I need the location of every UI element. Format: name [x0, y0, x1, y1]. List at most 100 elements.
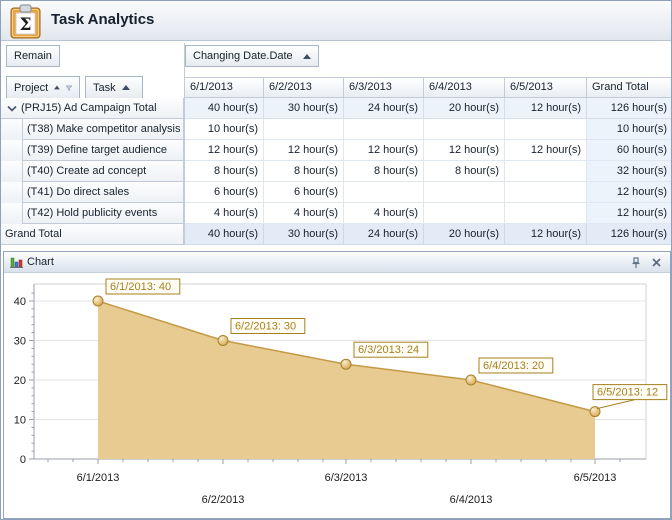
pivot-value-cell[interactable]: 8 hour(s) [344, 161, 424, 182]
pivot-row-header[interactable]: (PRJ15) Ad Campaign Total [1, 98, 184, 119]
pivot-value-cell[interactable]: 6 hour(s) [185, 182, 264, 203]
axis-tick-label: 6/5/2013 [574, 472, 617, 484]
point-label-box [105, 278, 181, 295]
pivot-row-header[interactable]: (T39) Define target audience [23, 140, 184, 161]
axis-tick-label: 30 [14, 336, 26, 348]
pivot-value-cell[interactable]: 4 hour(s) [264, 203, 344, 224]
point-label-box [230, 318, 306, 334]
column-header[interactable]: 6/2/2013 [263, 77, 344, 98]
pivot-value-cell[interactable]: 12 hour(s) [587, 182, 671, 203]
axis-tick-label: 20 [14, 375, 26, 387]
column-header[interactable]: Grand Total [586, 77, 671, 98]
sort-ascending-icon [121, 85, 130, 90]
axis-tick-label: 0 [20, 454, 26, 466]
column-header[interactable]: 6/1/2013 [184, 77, 264, 98]
pivot-value-cell[interactable] [264, 119, 344, 140]
pivot-value-cell[interactable]: 8 hour(s) [264, 161, 344, 182]
pivot-value-cell[interactable] [505, 182, 587, 203]
point-label: 6/4/2013: 20 [483, 360, 544, 372]
column-header[interactable]: 6/4/2013 [423, 77, 505, 98]
pivot-value-cell[interactable]: 4 hour(s) [344, 203, 424, 224]
label-callout-line [596, 399, 636, 410]
pivot-value-cell[interactable]: 6 hour(s) [264, 182, 344, 203]
pivot-value-cell[interactable] [424, 119, 505, 140]
axis-tick-label: 6/2/2013 [202, 494, 245, 506]
pivot-value-cell[interactable]: 12 hour(s) [505, 224, 587, 245]
pivot-row-header[interactable]: (T38) Make competitor analysis [23, 119, 184, 140]
pivot-value-cell[interactable]: 8 hour(s) [424, 161, 505, 182]
data-point-marker [217, 335, 229, 346]
pivot-value-cell[interactable]: 4 hour(s) [185, 203, 264, 224]
pivot-value-cell[interactable]: 24 hour(s) [344, 98, 424, 119]
pivot-row-header[interactable]: (T42) Hold publicity events [23, 203, 184, 224]
pivot-value-cell[interactable]: 10 hour(s) [587, 119, 671, 140]
header-bar: Σ Task Analytics [1, 1, 671, 41]
pivot-value-cell[interactable]: 12 hour(s) [344, 140, 424, 161]
chart-panel-titlebar: Chart [4, 252, 670, 273]
pivot-value-cell[interactable]: 12 hour(s) [587, 203, 671, 224]
data-point-marker [589, 406, 601, 418]
data-field-label: Remain [14, 50, 52, 62]
svg-text:Σ: Σ [19, 15, 31, 35]
pin-icon[interactable] [628, 255, 644, 270]
pivot-value-cell[interactable] [505, 161, 587, 182]
column-field-label: Changing Date.Date [193, 50, 293, 62]
close-icon[interactable] [648, 255, 664, 270]
pivot-value-cell[interactable]: 12 hour(s) [505, 140, 587, 161]
collapse-chevron-icon[interactable] [6, 104, 18, 114]
column-header[interactable]: 6/3/2013 [343, 77, 424, 98]
pivot-value-cell[interactable] [424, 182, 505, 203]
point-label-box [353, 341, 429, 358]
chart-panel-title: Chart [27, 256, 54, 268]
pivot-value-cell[interactable] [424, 203, 505, 224]
row-indent [1, 119, 23, 140]
row-indent [1, 182, 23, 203]
pivot-value-cell[interactable] [505, 119, 587, 140]
pivot-value-cell[interactable]: 12 hour(s) [424, 140, 505, 161]
pivot-value-cell[interactable]: 30 hour(s) [264, 98, 344, 119]
pivot-value-cell[interactable] [344, 182, 424, 203]
pivot-value-cell[interactable] [505, 203, 587, 224]
pivot-value-cell[interactable]: 40 hour(s) [185, 224, 264, 245]
column-header[interactable]: 6/5/2013 [504, 77, 587, 98]
pivot-value-cell[interactable]: 12 hour(s) [505, 98, 587, 119]
pivot-row-header[interactable]: (T40) Create ad concept [23, 161, 184, 182]
pivot-value-cell[interactable]: 32 hour(s) [587, 161, 671, 182]
point-label-box [592, 384, 668, 401]
pivot-value-cell[interactable]: 12 hour(s) [185, 140, 264, 161]
point-label: 6/1/2013: 40 [110, 281, 171, 293]
pivot-value-cell[interactable]: 30 hour(s) [264, 224, 344, 245]
sort-ascending-icon [303, 53, 311, 59]
point-label: 6/2/2013: 30 [235, 321, 296, 333]
sort-ascending-icon [54, 85, 61, 90]
data-field-remain[interactable]: Remain [6, 45, 60, 67]
pivot-value-cell[interactable] [344, 119, 424, 140]
pivot-value-cell[interactable]: 20 hour(s) [424, 98, 505, 119]
pivot-value-cell[interactable]: 126 hour(s) [587, 224, 671, 245]
axis-tick-label: 10 [14, 415, 26, 427]
pivot-value-cell[interactable]: 10 hour(s) [185, 119, 264, 140]
row-field-task[interactable]: Task [85, 76, 143, 99]
pivot-value-cell[interactable]: 12 hour(s) [264, 140, 344, 161]
point-label: 6/3/2013: 24 [358, 344, 419, 356]
pivot-value-cell[interactable]: 20 hour(s) [424, 224, 505, 245]
pivot-value-cell[interactable]: 8 hour(s) [185, 161, 264, 182]
column-field-changing-date[interactable]: Changing Date.Date [185, 45, 319, 67]
row-indent [1, 203, 23, 224]
chart-panel: Chart 0 10 20 30 40 6/1/2013: 40 6/2/2013: 30 6… [3, 251, 671, 519]
pivot-value-cell[interactable]: 126 hour(s) [587, 98, 671, 119]
pivot-row-header[interactable]: (T41) Do direct sales [23, 182, 184, 203]
pivot-value-cell[interactable]: 40 hour(s) [185, 98, 264, 119]
axis-tick-label: 6/3/2013 [325, 472, 368, 484]
filter-icon[interactable] [66, 84, 72, 92]
clipboard-sigma-icon: Σ [10, 4, 41, 39]
axis-tick-label: 6/1/2013 [77, 472, 120, 484]
axis-tick-label: 40 [14, 296, 26, 308]
pivot-row-header[interactable]: Grand Total [1, 224, 184, 245]
pivot-value-cell[interactable]: 24 hour(s) [344, 224, 424, 245]
pivot-value-cell[interactable]: 60 hour(s) [587, 140, 671, 161]
data-point-marker [92, 295, 104, 307]
axis-tick-label: 6/4/2013 [450, 494, 493, 506]
row-field-project[interactable]: Project [6, 76, 80, 99]
